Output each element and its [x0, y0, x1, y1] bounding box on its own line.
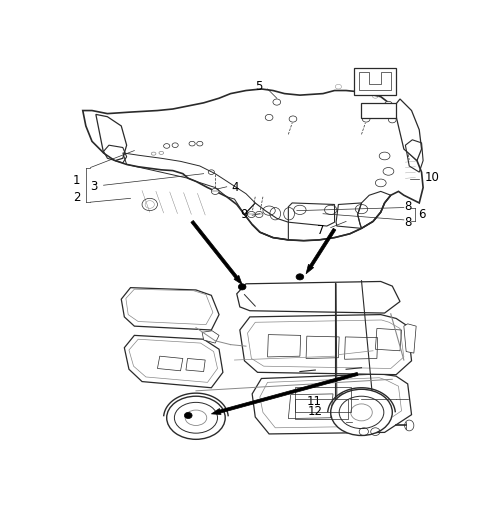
Polygon shape — [191, 221, 242, 285]
Ellipse shape — [265, 115, 273, 121]
Polygon shape — [361, 104, 396, 119]
Ellipse shape — [238, 284, 246, 290]
Text: 5: 5 — [255, 80, 263, 93]
Ellipse shape — [211, 189, 219, 195]
Polygon shape — [121, 288, 219, 330]
Polygon shape — [404, 324, 416, 353]
Ellipse shape — [174, 402, 217, 433]
Ellipse shape — [331, 389, 392, 436]
Ellipse shape — [294, 206, 306, 215]
Polygon shape — [96, 115, 127, 161]
Ellipse shape — [167, 396, 225, 439]
Ellipse shape — [289, 117, 297, 123]
Polygon shape — [394, 100, 421, 161]
Text: 6: 6 — [418, 208, 425, 221]
Ellipse shape — [355, 205, 368, 214]
Ellipse shape — [384, 102, 392, 108]
Polygon shape — [237, 282, 400, 314]
Text: 8: 8 — [404, 216, 411, 228]
Ellipse shape — [324, 206, 337, 215]
Ellipse shape — [388, 118, 396, 124]
Text: 1: 1 — [73, 173, 80, 186]
Text: 11: 11 — [306, 394, 321, 407]
Text: 12: 12 — [308, 404, 323, 417]
Polygon shape — [211, 373, 358, 415]
Ellipse shape — [184, 413, 192, 419]
Polygon shape — [354, 69, 396, 96]
Polygon shape — [124, 336, 223, 388]
Text: 3: 3 — [91, 179, 98, 192]
Polygon shape — [252, 374, 411, 434]
Ellipse shape — [273, 100, 281, 106]
Text: 10: 10 — [425, 171, 440, 184]
Text: 8: 8 — [404, 199, 411, 212]
Text: 9: 9 — [240, 208, 248, 221]
Ellipse shape — [248, 212, 255, 218]
Ellipse shape — [362, 117, 370, 123]
Text: 2: 2 — [73, 191, 80, 204]
Ellipse shape — [263, 207, 275, 216]
Polygon shape — [240, 315, 411, 375]
Polygon shape — [306, 229, 336, 274]
Ellipse shape — [255, 212, 263, 218]
Ellipse shape — [296, 274, 304, 280]
Polygon shape — [83, 90, 423, 241]
Text: 7: 7 — [317, 224, 324, 237]
Ellipse shape — [339, 396, 384, 429]
Polygon shape — [202, 331, 219, 343]
Text: 4: 4 — [231, 181, 239, 194]
